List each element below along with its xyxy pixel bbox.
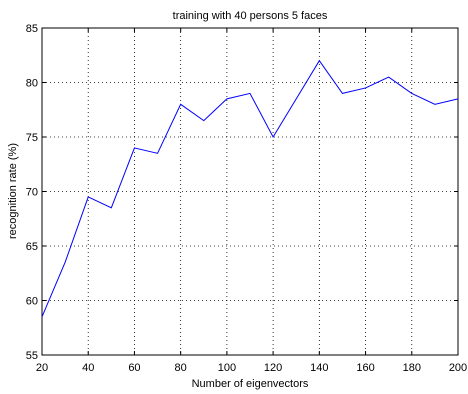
y-tick-label: 55 (26, 350, 38, 362)
chart-title: training with 40 persons 5 faces (173, 10, 328, 22)
x-tick-label: 140 (310, 362, 328, 374)
y-tick-label: 60 (26, 296, 38, 308)
axis-ticks (41, 27, 459, 356)
x-tick-label: 80 (175, 362, 187, 374)
series-line (41, 59, 459, 318)
y-tick-label: 65 (26, 241, 38, 253)
grid (42, 28, 458, 355)
x-tick-label: 160 (356, 362, 374, 374)
x-tick-label: 120 (264, 362, 282, 374)
y-tick-label: 80 (26, 78, 38, 90)
y-axis-tick-labels: 55 60 65 70 75 80 85 (26, 23, 38, 362)
x-tick-label: 60 (128, 362, 140, 374)
x-axis-label: Number of eigenvectors (192, 378, 309, 390)
x-tick-label: 180 (403, 362, 421, 374)
x-axis-tick-labels: 20 40 60 80 100 120 140 160 180 200 (36, 362, 467, 374)
y-tick-label: 75 (26, 132, 38, 144)
y-tick-label: 70 (26, 187, 38, 199)
y-tick-label: 85 (26, 23, 38, 35)
x-tick-label: 200 (449, 362, 467, 374)
y-axis-label: recognition rate (%) (7, 143, 19, 239)
x-tick-label: 100 (218, 362, 236, 374)
x-tick-label: 20 (36, 362, 48, 374)
x-tick-label: 40 (82, 362, 94, 374)
